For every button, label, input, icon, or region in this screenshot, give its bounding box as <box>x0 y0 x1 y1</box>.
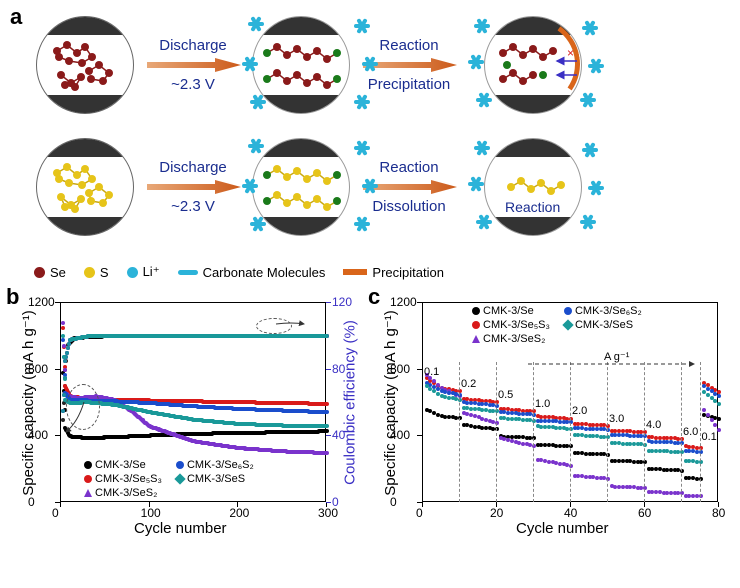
legend-c: CMK-3/Se CMK-3/Se₅S₃ CMK-3/SeS₂ CMK-3/Se… <box>472 304 642 346</box>
axis-b-yl: Specific capacity (mA h g⁻¹) <box>19 303 37 503</box>
charts-row: b Specific capacity (mA h g⁻¹) Coulombic… <box>4 288 736 584</box>
disc-s-1 <box>36 138 134 236</box>
panel-b: b Specific capacity (mA h g⁻¹) Coulombic… <box>4 288 362 584</box>
arrow-icon <box>143 56 243 74</box>
legend-a: Se S Li⁺ Carbonate Molecules Precipitati… <box>34 264 444 280</box>
svg-text:×: × <box>567 46 574 60</box>
arrow-s-1: Discharge ~2.3 V <box>134 138 252 236</box>
panel-a: a <box>4 4 736 284</box>
disc-s-3-wrap: Reaction <box>468 138 598 236</box>
arrow-icon <box>143 178 243 196</box>
legend-b: CMK-3/Se CMK-3/Se₅S₃ CMK-3/SeS₂ CMK-3/Se… <box>84 458 254 500</box>
panel-c-label: c <box>368 284 380 310</box>
disc-se-1 <box>36 16 134 114</box>
axis-b-yr: Coulombic efficiency (%) <box>342 303 359 503</box>
figure: a <box>0 0 740 588</box>
panel-c: c Specific capacity (mA h g⁻¹) Cycle num… <box>366 288 736 584</box>
axis-b-x: Cycle number <box>134 520 227 537</box>
axis-c-x: Cycle number <box>516 520 609 537</box>
disc-se-3-wrap: × <box>468 16 598 114</box>
panel-b-label: b <box>6 284 19 310</box>
panel-a-label: a <box>10 4 22 30</box>
arrow-se-1: Discharge ~2.3 V <box>134 16 252 114</box>
axis-c-y: Specific capacity (mA h g⁻¹) <box>381 303 399 503</box>
